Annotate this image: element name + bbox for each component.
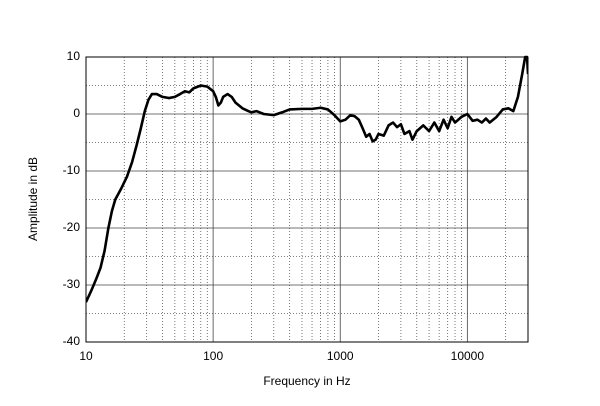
response-line [86,55,528,303]
x-tick-label: 10 [79,349,93,363]
y-axis-label: Amplitude in dB [26,157,40,241]
y-tick-label: -30 [63,277,81,291]
y-tick-label: 10 [67,49,81,63]
x-tick-label: 100 [203,349,223,363]
plot-frame [85,56,529,343]
y-tick-label: -40 [63,334,81,348]
x-tick-label: 10000 [451,349,485,363]
x-tick-label: 1000 [327,349,354,363]
y-tick-label: -10 [63,163,81,177]
y-tick-label: -20 [63,220,81,234]
y-tick-label: 0 [73,106,80,120]
x-axis-label: Frequency in Hz [263,374,350,388]
